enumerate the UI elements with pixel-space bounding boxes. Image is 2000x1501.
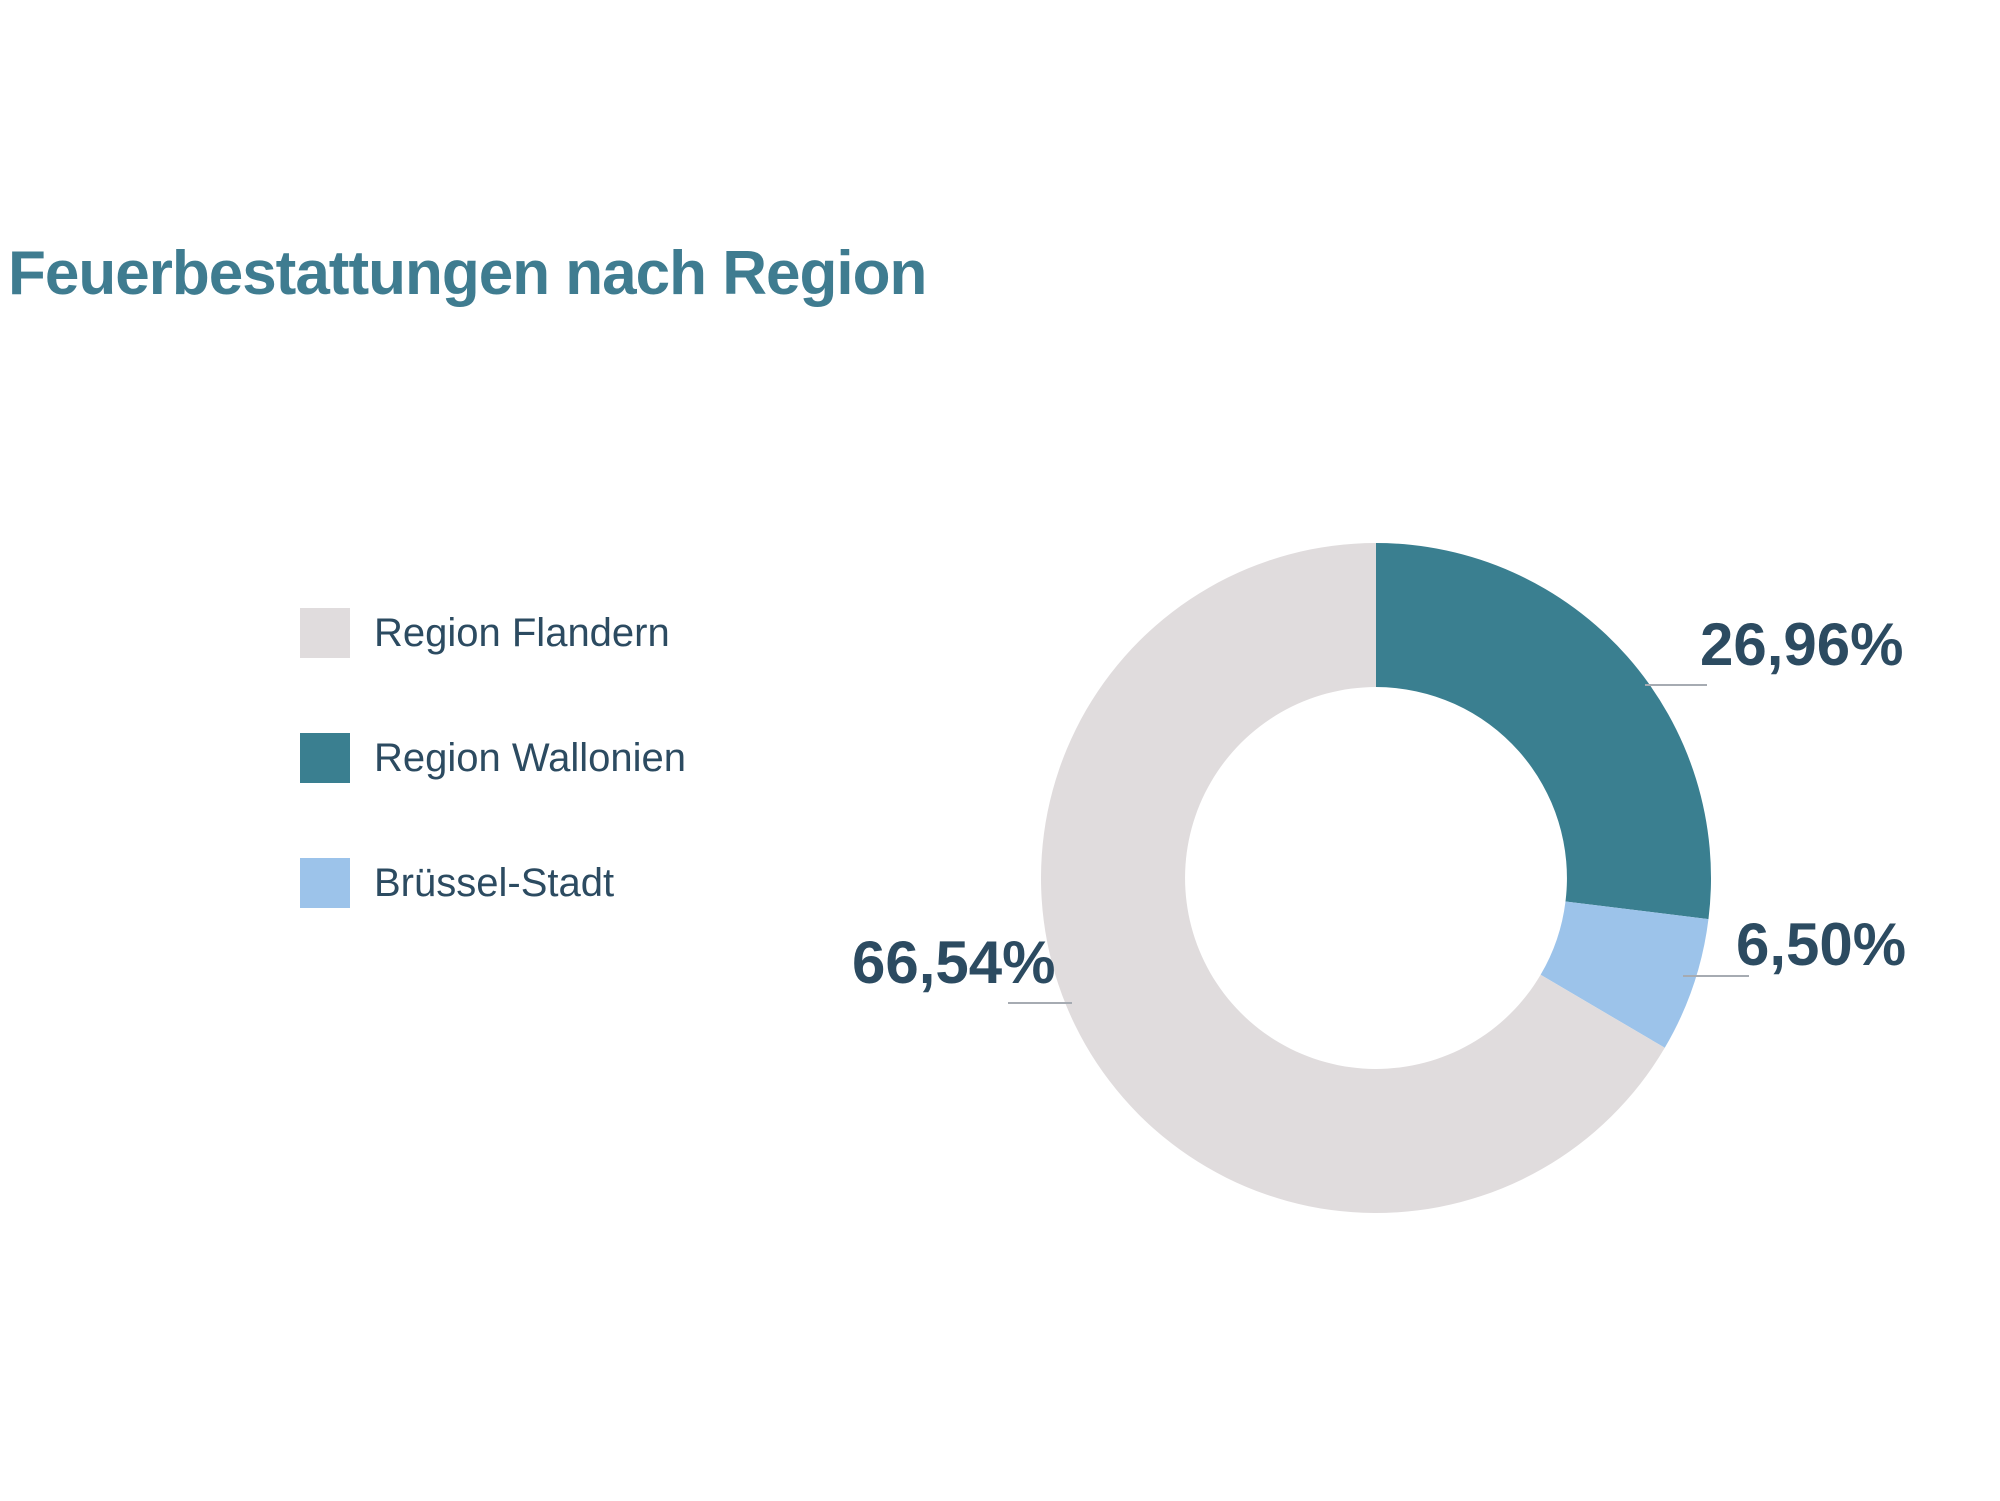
data-label-wallonien: 26,96% <box>1700 611 1904 678</box>
donut-segment-2 <box>1041 543 1665 1213</box>
legend-label-bruessel: Brüssel-Stadt <box>374 860 615 905</box>
legend-item-wallonien: Region Wallonien <box>300 733 686 783</box>
legend-label-flandern: Region Flandern <box>374 610 670 655</box>
leader-line-wallonien <box>1645 684 1707 686</box>
data-label-bruessel: 6,50% <box>1736 911 1907 978</box>
chart-legend: Region Flandern Region Wallonien Brüssel… <box>300 608 686 908</box>
data-label-flandern: 66,54% <box>852 929 1056 996</box>
donut-segment-1 <box>1540 901 1709 1048</box>
chart-title: Feuerbestattungen nach Region <box>8 239 927 308</box>
donut-segment-0 <box>1376 543 1711 920</box>
legend-item-bruessel: Brüssel-Stadt <box>300 858 686 908</box>
donut-segments <box>1041 543 1711 1213</box>
leader-line-flandern <box>1008 1002 1072 1004</box>
donut-chart <box>1041 543 1711 1213</box>
legend-item-flandern: Region Flandern <box>300 608 686 658</box>
legend-swatch-flandern <box>300 608 350 658</box>
legend-swatch-wallonien <box>300 733 350 783</box>
legend-label-wallonien: Region Wallonien <box>374 735 687 780</box>
legend-swatch-bruessel <box>300 858 350 908</box>
leader-line-bruessel <box>1683 975 1749 977</box>
